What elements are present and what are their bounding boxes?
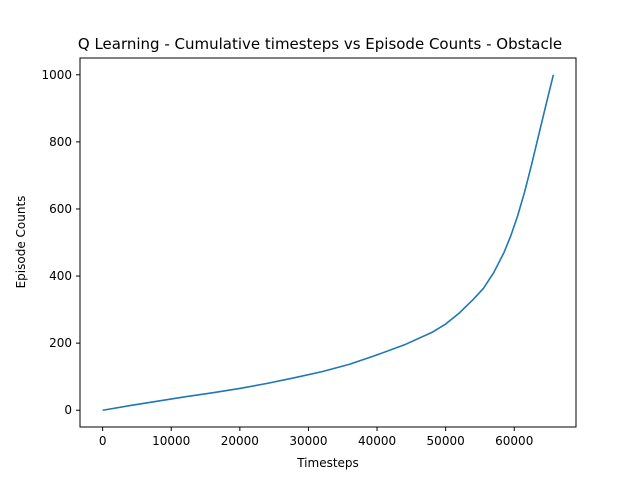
series-layer [102, 74, 555, 412]
x-tick-label: 30000 [289, 434, 327, 448]
plot-frame [79, 57, 577, 428]
y-tick-label: 600 [49, 202, 72, 216]
y-axis-ticks: 0 200 400 600 800 1000 [41, 68, 80, 417]
y-tick-label: 400 [49, 269, 72, 283]
y-tick-label: 0 [64, 403, 72, 417]
y-tick-label: 1000 [41, 68, 72, 82]
x-tick-label: 60000 [495, 434, 533, 448]
y-axis-label: Episode Counts [14, 196, 28, 289]
x-axis-label: Timesteps [296, 456, 359, 470]
x-tick-label: 0 [99, 434, 107, 448]
chart-title: Q Learning - Cumulative timesteps vs Epi… [78, 35, 562, 53]
y-tick-label: 800 [49, 135, 72, 149]
y-tick-label: 200 [49, 336, 72, 350]
x-tick-label: 10000 [152, 434, 190, 448]
x-tick-label: 50000 [427, 434, 465, 448]
series-line [102, 74, 555, 412]
x-tick-label: 20000 [221, 434, 259, 448]
x-tick-label: 40000 [358, 434, 396, 448]
x-axis-ticks: 0 10000 20000 30000 40000 50000 60000 [99, 427, 533, 448]
